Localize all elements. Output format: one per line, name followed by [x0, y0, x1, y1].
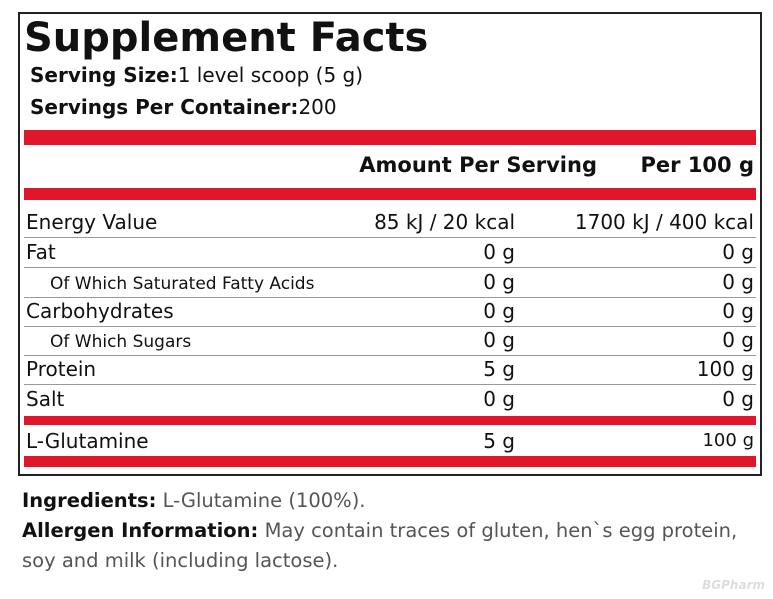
text: L-Glutamine (100%). [162, 489, 366, 512]
per-100g: 0 g [722, 270, 754, 294]
row-label: Protein [26, 357, 97, 381]
row-label: Energy Value [26, 210, 158, 234]
amount-per-serving: 0 g [483, 387, 515, 411]
separator [24, 267, 756, 268]
servings: Servings Per Container:200 [30, 94, 337, 120]
text: May contain traces of gluten, hen`s egg … [22, 519, 738, 572]
row-label: Of Which Sugars [50, 332, 192, 352]
ingredients: Ingredients: L-Glutamine (100%). [22, 486, 762, 516]
row-label: Of Which Saturated Fatty Acids [50, 274, 315, 294]
title: Supplement Facts [24, 15, 429, 61]
separator [24, 297, 756, 298]
column-header: Per 100 g [640, 153, 754, 177]
amount-per-serving: 5 g [483, 429, 515, 453]
row-label: Carbohydrates [26, 299, 174, 323]
allergen: Allergen Information: May contain traces… [22, 516, 762, 576]
per-100g: 0 g [722, 328, 754, 352]
column-header: Amount Per Serving [359, 153, 597, 177]
amount-per-serving: 0 g [483, 328, 515, 352]
per-100g: 0 g [722, 387, 754, 411]
separator [24, 326, 756, 327]
amount-per-serving: 0 g [483, 299, 515, 323]
red-bar [24, 456, 756, 467]
label: Allergen Information: [22, 519, 259, 542]
red-bar [24, 188, 756, 200]
label: Ingredients: [22, 489, 157, 512]
amount-per-serving: 5 g [483, 357, 515, 381]
separator [24, 384, 756, 385]
label: Servings Per Container: [30, 95, 299, 119]
value: 200 [298, 95, 337, 119]
per-100g: 0 g [722, 299, 754, 323]
red-bar [24, 130, 756, 145]
per-100g: 1700 kJ / 400 kcal [574, 210, 754, 234]
amount-per-serving: 0 g [483, 240, 515, 264]
serving-size: Serving Size:1 level scoop (5 g) [30, 62, 363, 88]
amount-per-serving: 85 kJ / 20 kcal [374, 210, 515, 234]
per-100g: 0 g [722, 240, 754, 264]
row-label: L-Glutamine [26, 429, 149, 453]
facts-box [18, 12, 762, 476]
separator [24, 355, 756, 356]
separator [24, 237, 756, 238]
amount-per-serving: 0 g [483, 270, 515, 294]
per-100g: 100 g [696, 357, 754, 381]
watermark: BGPharm [702, 578, 765, 592]
red-bar [24, 416, 756, 425]
per-100g: 100 g [702, 430, 754, 451]
value: 1 level scoop (5 g) [177, 63, 364, 87]
row-label: Fat [26, 240, 56, 264]
label: Serving Size: [30, 63, 178, 87]
row-label: Salt [26, 387, 65, 411]
